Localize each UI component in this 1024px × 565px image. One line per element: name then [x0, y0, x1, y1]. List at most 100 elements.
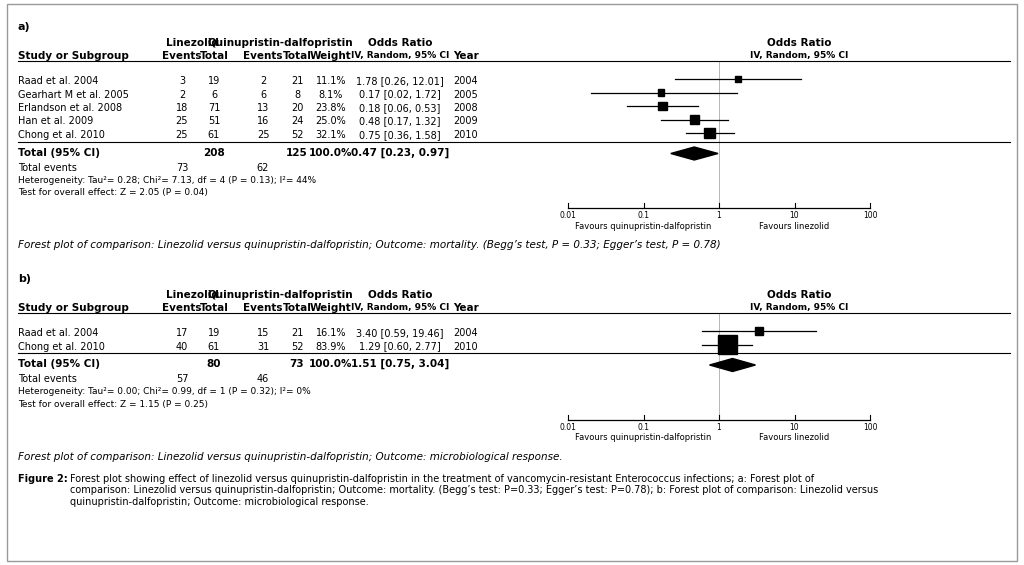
Bar — [705, 128, 715, 138]
Text: 15: 15 — [257, 328, 269, 338]
Text: 6: 6 — [211, 89, 217, 99]
Text: 31: 31 — [257, 341, 269, 351]
Text: 73: 73 — [290, 359, 304, 369]
Text: 0.47 [0.23, 0.97]: 0.47 [0.23, 0.97] — [351, 147, 450, 158]
Text: 3.40 [0.59, 19.46]: 3.40 [0.59, 19.46] — [356, 328, 443, 338]
Text: Heterogeneity: Tau²= 0.28; Chi²= 7.13, df = 4 (P = 0.13); I²= 44%: Heterogeneity: Tau²= 0.28; Chi²= 7.13, d… — [18, 176, 316, 185]
Text: 0.01: 0.01 — [559, 211, 577, 220]
Text: 10: 10 — [790, 211, 800, 220]
Text: Weight: Weight — [310, 51, 352, 61]
Text: 0.1: 0.1 — [638, 423, 649, 432]
Text: 80: 80 — [207, 359, 221, 369]
Text: 2004: 2004 — [453, 76, 477, 86]
Text: Forest plot of comparison: Linezolid versus quinupristin-dalfopristin; Outcome: : Forest plot of comparison: Linezolid ver… — [18, 451, 562, 462]
Bar — [734, 76, 741, 82]
Text: 100.0%: 100.0% — [309, 147, 352, 158]
Text: 52: 52 — [291, 341, 303, 351]
Text: Quinupristin-dalfopristin: Quinupristin-dalfopristin — [207, 290, 353, 300]
Text: 100: 100 — [863, 211, 878, 220]
Text: Events: Events — [162, 51, 202, 61]
Text: 52: 52 — [291, 130, 303, 140]
Text: 8: 8 — [294, 89, 300, 99]
Bar — [657, 89, 664, 95]
Text: Quinupristin-dalfopristin: Quinupristin-dalfopristin — [207, 38, 353, 48]
Text: 21: 21 — [291, 76, 303, 86]
Text: 21: 21 — [291, 328, 303, 338]
Text: 23.8%: 23.8% — [315, 103, 346, 113]
Text: 25: 25 — [257, 130, 269, 140]
Text: 20: 20 — [291, 103, 303, 113]
Text: 61: 61 — [208, 130, 220, 140]
Text: 18: 18 — [176, 103, 188, 113]
Text: Total: Total — [283, 51, 311, 61]
Text: 25.0%: 25.0% — [315, 116, 346, 127]
Text: 32.1%: 32.1% — [315, 130, 346, 140]
Text: 10: 10 — [790, 423, 800, 432]
Text: 208: 208 — [203, 147, 225, 158]
Text: Forest plot showing effect of linezolid versus quinupristin-dalfopristin in the : Forest plot showing effect of linezolid … — [70, 473, 879, 507]
Bar — [690, 115, 699, 124]
Text: Study or Subgroup: Study or Subgroup — [18, 51, 129, 61]
Text: Favours linezolid: Favours linezolid — [760, 433, 829, 442]
Text: 0.1: 0.1 — [638, 211, 649, 220]
Text: Raad et al. 2004: Raad et al. 2004 — [18, 76, 98, 86]
Text: Han et al. 2009: Han et al. 2009 — [18, 116, 93, 127]
Text: Linezolid: Linezolid — [166, 38, 218, 48]
Text: Total (95% CI): Total (95% CI) — [18, 147, 100, 158]
Text: Heterogeneity: Tau²= 0.00; Chi²= 0.99, df = 1 (P = 0.32); I²= 0%: Heterogeneity: Tau²= 0.00; Chi²= 0.99, d… — [18, 388, 310, 397]
Text: Year: Year — [453, 303, 479, 313]
Text: Chong et al. 2010: Chong et al. 2010 — [18, 130, 104, 140]
Text: Events: Events — [162, 303, 202, 313]
Text: Linezolid: Linezolid — [166, 290, 218, 300]
Text: 51: 51 — [208, 116, 220, 127]
Text: 16.1%: 16.1% — [315, 328, 346, 338]
Text: 11.1%: 11.1% — [315, 76, 346, 86]
Text: 83.9%: 83.9% — [315, 341, 346, 351]
Text: Total: Total — [200, 303, 228, 313]
Text: IV, Random, 95% CI: IV, Random, 95% CI — [351, 51, 450, 60]
Bar — [718, 335, 736, 354]
Text: Test for overall effect: Z = 1.15 (P = 0.25): Test for overall effect: Z = 1.15 (P = 0… — [18, 399, 208, 408]
Text: 2: 2 — [179, 89, 185, 99]
Text: Total events: Total events — [18, 375, 77, 385]
Text: Favours quinupristin-dalfopristin: Favours quinupristin-dalfopristin — [575, 433, 712, 442]
Text: 1.51 [0.75, 3.04]: 1.51 [0.75, 3.04] — [351, 359, 450, 370]
Text: Study or Subgroup: Study or Subgroup — [18, 303, 129, 313]
Text: 0.48 [0.17, 1.32]: 0.48 [0.17, 1.32] — [359, 116, 440, 127]
Text: 25: 25 — [176, 116, 188, 127]
Text: 100: 100 — [863, 423, 878, 432]
Text: 0.18 [0.06, 0.53]: 0.18 [0.06, 0.53] — [359, 103, 440, 113]
Polygon shape — [671, 147, 718, 160]
Text: Odds Ratio: Odds Ratio — [767, 290, 831, 300]
Text: Weight: Weight — [310, 303, 352, 313]
Text: Favours linezolid: Favours linezolid — [760, 222, 829, 231]
Text: 1: 1 — [717, 211, 721, 220]
Text: Year: Year — [453, 51, 479, 61]
Text: Total (95% CI): Total (95% CI) — [18, 359, 100, 369]
Text: 1.29 [0.60, 2.77]: 1.29 [0.60, 2.77] — [359, 341, 441, 351]
Text: 6: 6 — [260, 89, 266, 99]
Text: Raad et al. 2004: Raad et al. 2004 — [18, 328, 98, 338]
Text: Total: Total — [200, 51, 228, 61]
Text: 8.1%: 8.1% — [318, 89, 343, 99]
Text: 40: 40 — [176, 341, 188, 351]
Text: 1: 1 — [717, 423, 721, 432]
Text: 2005: 2005 — [453, 89, 478, 99]
Text: 0.17 [0.02, 1.72]: 0.17 [0.02, 1.72] — [359, 89, 441, 99]
Text: b): b) — [18, 274, 31, 284]
Text: Odds Ratio: Odds Ratio — [767, 38, 831, 48]
Text: 2010: 2010 — [453, 130, 477, 140]
Text: IV, Random, 95% CI: IV, Random, 95% CI — [351, 303, 450, 312]
Text: Forest plot of comparison: Linezolid versus quinupristin-dalfopristin; Outcome: : Forest plot of comparison: Linezolid ver… — [18, 240, 721, 250]
Text: 0.01: 0.01 — [559, 423, 577, 432]
Text: Test for overall effect: Z = 2.05 (P = 0.04): Test for overall effect: Z = 2.05 (P = 0… — [18, 188, 208, 197]
Text: 2004: 2004 — [453, 328, 477, 338]
Text: 2: 2 — [260, 76, 266, 86]
Text: a): a) — [18, 22, 31, 32]
Text: Odds Ratio: Odds Ratio — [368, 38, 432, 48]
Text: 19: 19 — [208, 328, 220, 338]
Text: Events: Events — [244, 303, 283, 313]
Text: 2009: 2009 — [453, 116, 477, 127]
Text: IV, Random, 95% CI: IV, Random, 95% CI — [750, 51, 848, 60]
Text: 13: 13 — [257, 103, 269, 113]
